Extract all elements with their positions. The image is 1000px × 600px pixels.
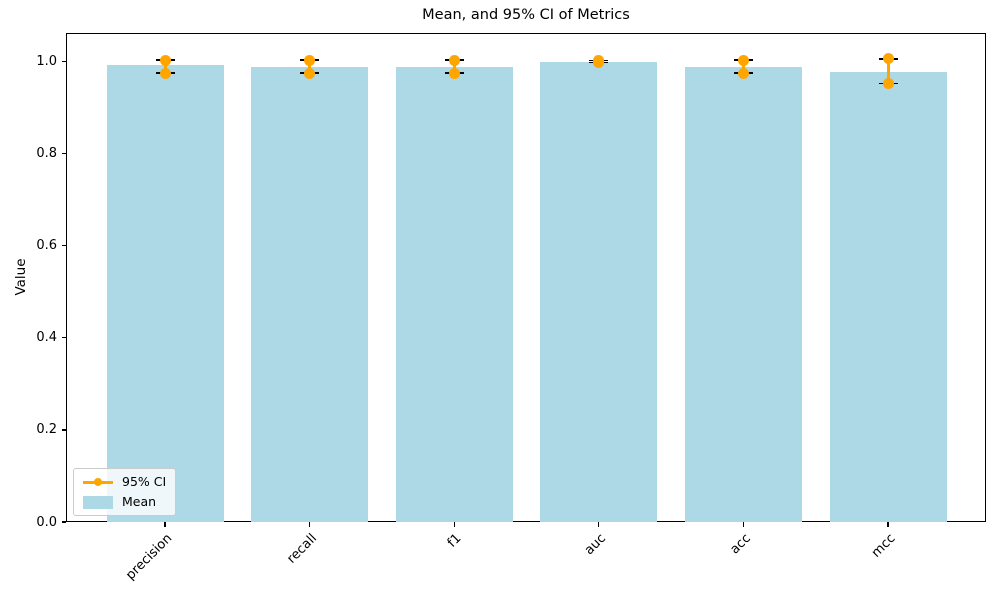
plot-area [66,33,986,522]
legend-label-ci: 95% CI [122,474,167,489]
ci-dot-low-f1 [448,67,460,79]
chart-title: Mean, and 95% CI of Metrics [422,7,630,23]
mean-patch-swatch [83,495,113,509]
x-tick-label-text: f1 [445,531,465,551]
ci-line-acc [741,60,745,74]
ci-dot-icon [94,478,102,486]
y-tick-mark [61,521,66,523]
bar-f1 [395,67,513,522]
x-tick-label-text: auc [582,531,610,559]
y-tick-label: 0.2 [36,422,57,438]
x-tick-label-text: precision [123,531,176,584]
ci-dot-low-recall [304,67,316,79]
ci-dot-high-recall [304,54,316,66]
y-tick-label: 0.8 [36,146,57,162]
y-tick-mark [61,60,66,63]
ci-dot-low-mcc [882,78,894,90]
bar-precision [106,65,224,522]
x-tick-mark [598,522,600,527]
y-tick-mark [61,337,66,339]
bar-recall [251,66,369,522]
y-tick-label: 1.0 [36,54,57,70]
ci-dot-low-precision [159,67,171,79]
y-tick-label: 0.6 [36,238,57,254]
y-tick-label: 0.0 [36,514,57,530]
ci-line-swatch [83,473,113,491]
ci-line-f1 [452,60,456,74]
x-tick-label-text: mcc [868,531,899,561]
ci-dot-low-acc [737,67,749,79]
y-tick-mark [61,245,66,247]
bar-auc [540,61,658,522]
x-tick-mark [742,522,745,527]
y-tick-label: 0.4 [36,330,57,346]
ci-line-precision [163,60,167,74]
x-tick-mark [887,522,889,527]
bar-mcc [829,71,947,522]
x-tick-mark [453,522,455,527]
bar-acc [684,66,802,522]
x-tick-mark [308,522,311,527]
legend-item-ci: 95% CI [83,473,166,491]
y-axis-label: Value [13,258,29,296]
legend-item-mean: Mean [83,493,166,511]
ci-line-recall [308,60,312,74]
ci-dot-high-mcc [882,53,894,65]
x-tick-label-text: recall [284,531,321,567]
y-tick-mark [61,429,66,431]
y-tick-mark [61,152,66,155]
ci-dot-high-precision [159,54,171,66]
ci-dot-high-f1 [448,54,460,66]
legend: 95% CI Mean [73,468,177,516]
legend-label-mean: Mean [122,494,157,509]
ci-line-mcc [886,58,890,84]
x-tick-label-text: acc [727,531,754,558]
ci-dot-high-acc [737,54,749,66]
x-tick-mark [164,522,166,527]
ci-dot-low-auc [593,56,605,68]
